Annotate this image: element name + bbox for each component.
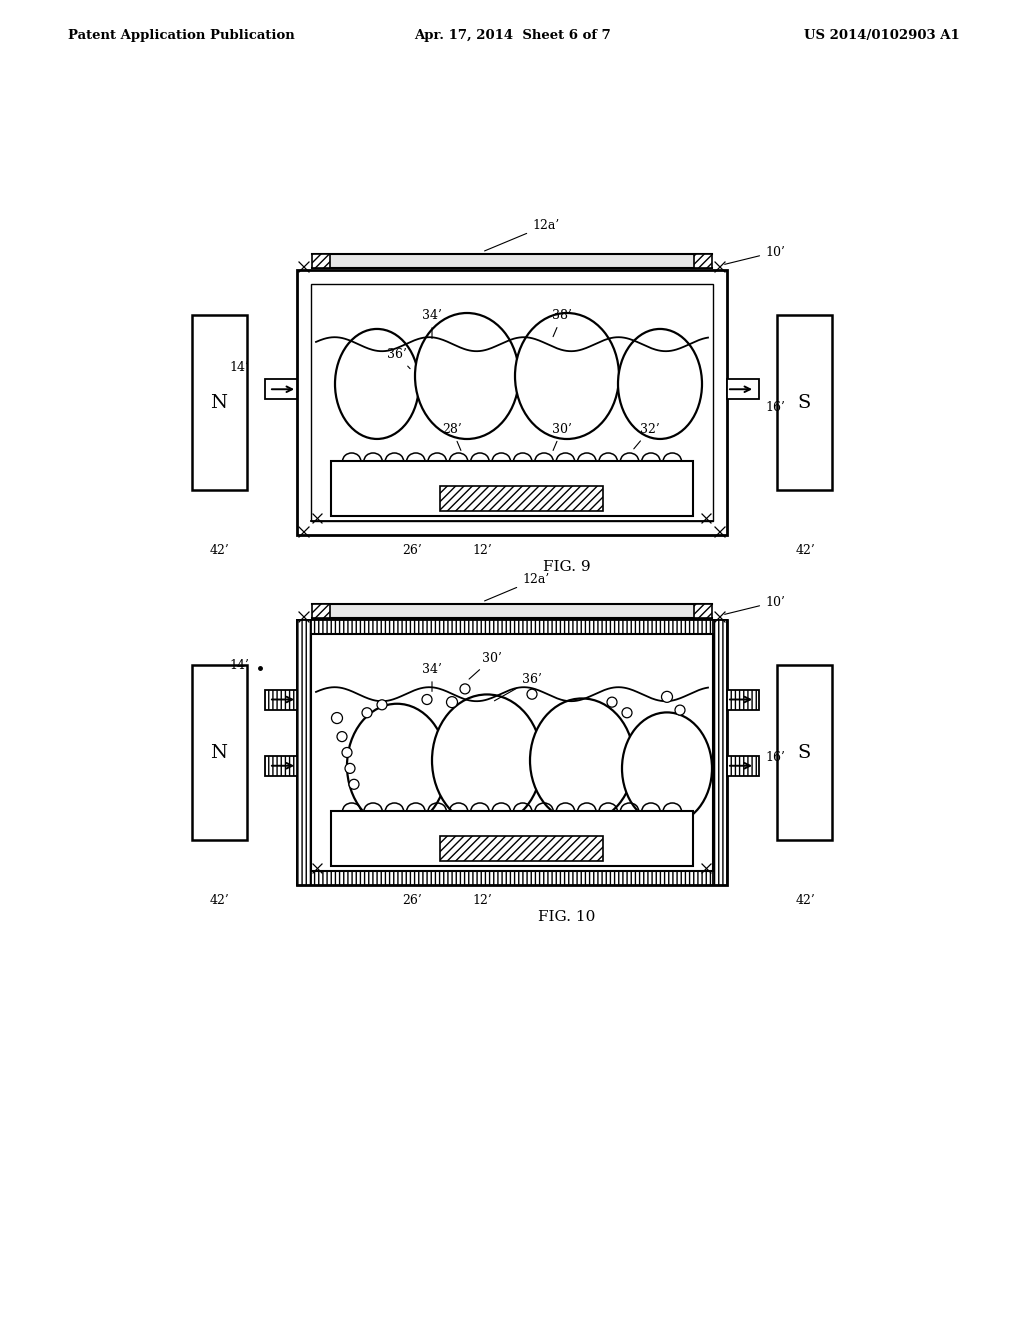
Text: 42’: 42’ [795,894,815,907]
Bar [312,253,712,268]
Bar [727,756,759,776]
Ellipse shape [530,698,634,822]
Text: 12a’: 12a’ [484,219,559,251]
Bar [311,284,713,521]
Text: 42’: 42’ [209,544,229,557]
Circle shape [345,763,355,774]
Bar [265,689,297,710]
Text: 34’: 34’ [422,309,442,338]
Text: Patent Application Publication: Patent Application Publication [68,29,295,41]
Bar [777,315,831,490]
Text: 26’: 26’ [402,544,422,557]
Ellipse shape [618,329,702,440]
Bar [297,620,727,884]
Text: 16’: 16’ [765,751,784,764]
Text: 10’: 10’ [725,595,784,614]
Text: S: S [798,393,811,412]
Text: 42’: 42’ [209,894,229,907]
Bar [694,605,712,618]
Bar [193,665,247,840]
Circle shape [446,697,458,708]
Bar [727,689,759,710]
Bar [265,756,297,776]
Text: 16’: 16’ [765,401,784,413]
Ellipse shape [622,713,712,825]
Ellipse shape [515,313,618,440]
Text: S: S [798,744,811,762]
Bar [297,871,727,884]
Circle shape [675,705,685,715]
Circle shape [422,694,432,705]
Bar [727,379,759,399]
Text: Apr. 17, 2014  Sheet 6 of 7: Apr. 17, 2014 Sheet 6 of 7 [414,29,610,41]
Ellipse shape [335,329,419,440]
Text: FIG. 9: FIG. 9 [543,560,591,574]
Bar [439,837,602,861]
Bar [331,810,693,866]
Bar [265,379,297,399]
Bar [777,665,831,840]
Text: 42’: 42’ [795,544,815,557]
Ellipse shape [432,694,542,826]
Bar [193,315,247,490]
Text: 34’: 34’ [422,663,442,692]
Text: 10’: 10’ [725,246,784,264]
Text: 12’: 12’ [472,894,492,907]
Circle shape [377,700,387,710]
Text: N: N [211,744,227,762]
Bar [713,620,727,884]
Text: 12a’: 12a’ [484,573,549,601]
Text: 30’: 30’ [552,422,572,450]
Text: 36’: 36’ [495,673,542,701]
Text: 30’: 30’ [469,652,502,678]
Text: 12’: 12’ [472,544,492,557]
Text: 38’: 38’ [552,309,572,337]
Circle shape [527,689,537,700]
Text: FIG. 10: FIG. 10 [539,909,596,924]
Circle shape [460,684,470,694]
Circle shape [349,779,359,789]
Ellipse shape [347,704,447,828]
Ellipse shape [415,313,519,440]
Bar [297,271,727,535]
Text: N: N [211,393,227,412]
Bar [297,620,311,884]
Text: 28’: 28’ [442,422,462,450]
Text: 32’: 32’ [634,422,659,449]
Bar [312,605,712,618]
Circle shape [342,747,352,758]
Circle shape [622,708,632,718]
Circle shape [332,713,342,723]
Text: 14’: 14’ [229,360,249,374]
Circle shape [337,731,347,742]
Text: US 2014/0102903 A1: US 2014/0102903 A1 [804,29,961,41]
Text: 26’: 26’ [402,894,422,907]
Circle shape [662,692,673,702]
Circle shape [607,697,617,708]
Bar [312,605,330,618]
Bar [439,486,602,511]
Bar [297,620,727,634]
Text: 14’: 14’ [229,659,249,672]
Bar [312,253,330,268]
Bar [311,634,713,871]
Text: 36’: 36’ [387,348,410,368]
Circle shape [362,708,372,718]
Bar [331,461,693,516]
Bar [694,253,712,268]
